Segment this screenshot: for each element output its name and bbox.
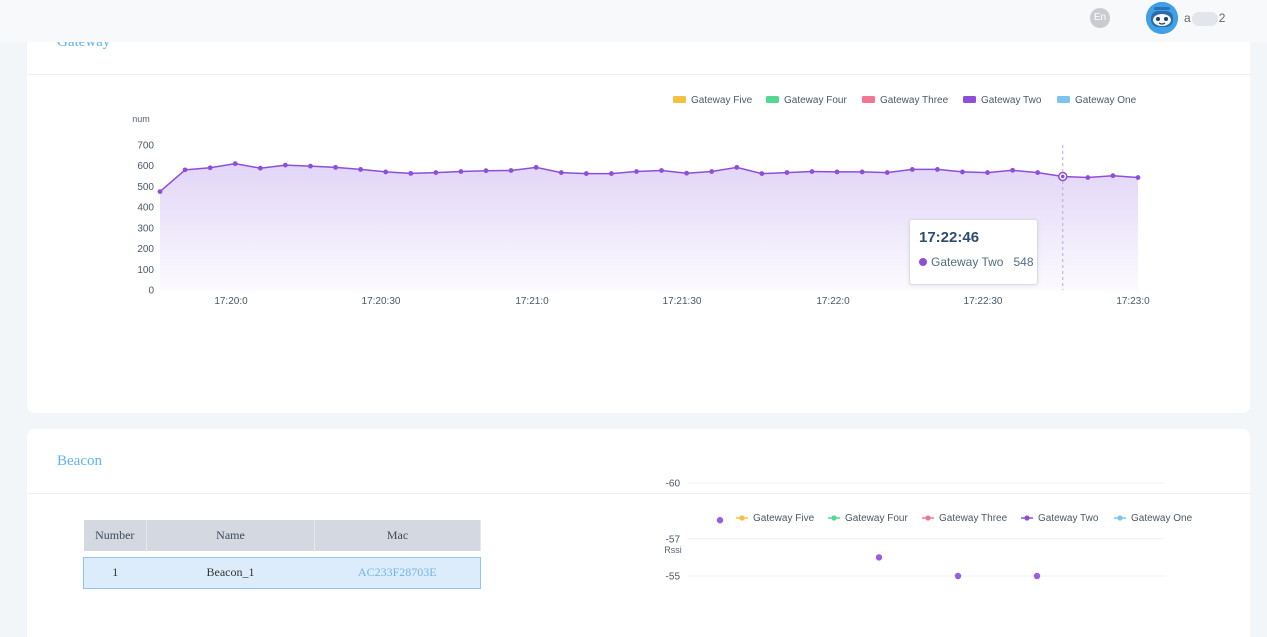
language-button[interactable]: En [1090, 8, 1110, 28]
beacon-panel-title: Beacon [57, 453, 102, 469]
chart-tooltip: 17:22:46 Gateway Two 548 [909, 219, 1038, 285]
tooltip-series: Gateway Two [931, 255, 1004, 269]
gateway-panel: Gateway [27, 12, 1250, 413]
divider [27, 493, 1250, 494]
column-header-number[interactable]: Number [83, 520, 147, 551]
robot-avatar-icon [1146, 2, 1178, 34]
divider [27, 74, 1250, 75]
cell-mac: AC233F28703E [314, 556, 481, 589]
tooltip-time: 17:22:46 [919, 229, 980, 246]
table-header-row: Number Name Mac [83, 520, 481, 551]
beacon-table: Number Name Mac 1 Beacon_1 AC233F28703E [83, 520, 481, 589]
cell-number: 1 [83, 556, 147, 589]
tooltip-row: Gateway Two 548 [919, 255, 1034, 269]
series-dot-icon [919, 258, 927, 266]
column-header-name[interactable]: Name [146, 520, 315, 551]
cell-name: Beacon_1 [146, 556, 315, 589]
tooltip-value: 548 [1013, 255, 1034, 269]
column-header-mac[interactable]: Mac [314, 520, 481, 551]
beacon-panel: Beacon Number Name Mac 1 Beacon_1 AC233F… [27, 429, 1250, 637]
avatar[interactable] [1146, 2, 1178, 34]
table-row[interactable]: 1 Beacon_1 AC233F28703E [83, 556, 481, 589]
username-redaction [1191, 11, 1218, 26]
